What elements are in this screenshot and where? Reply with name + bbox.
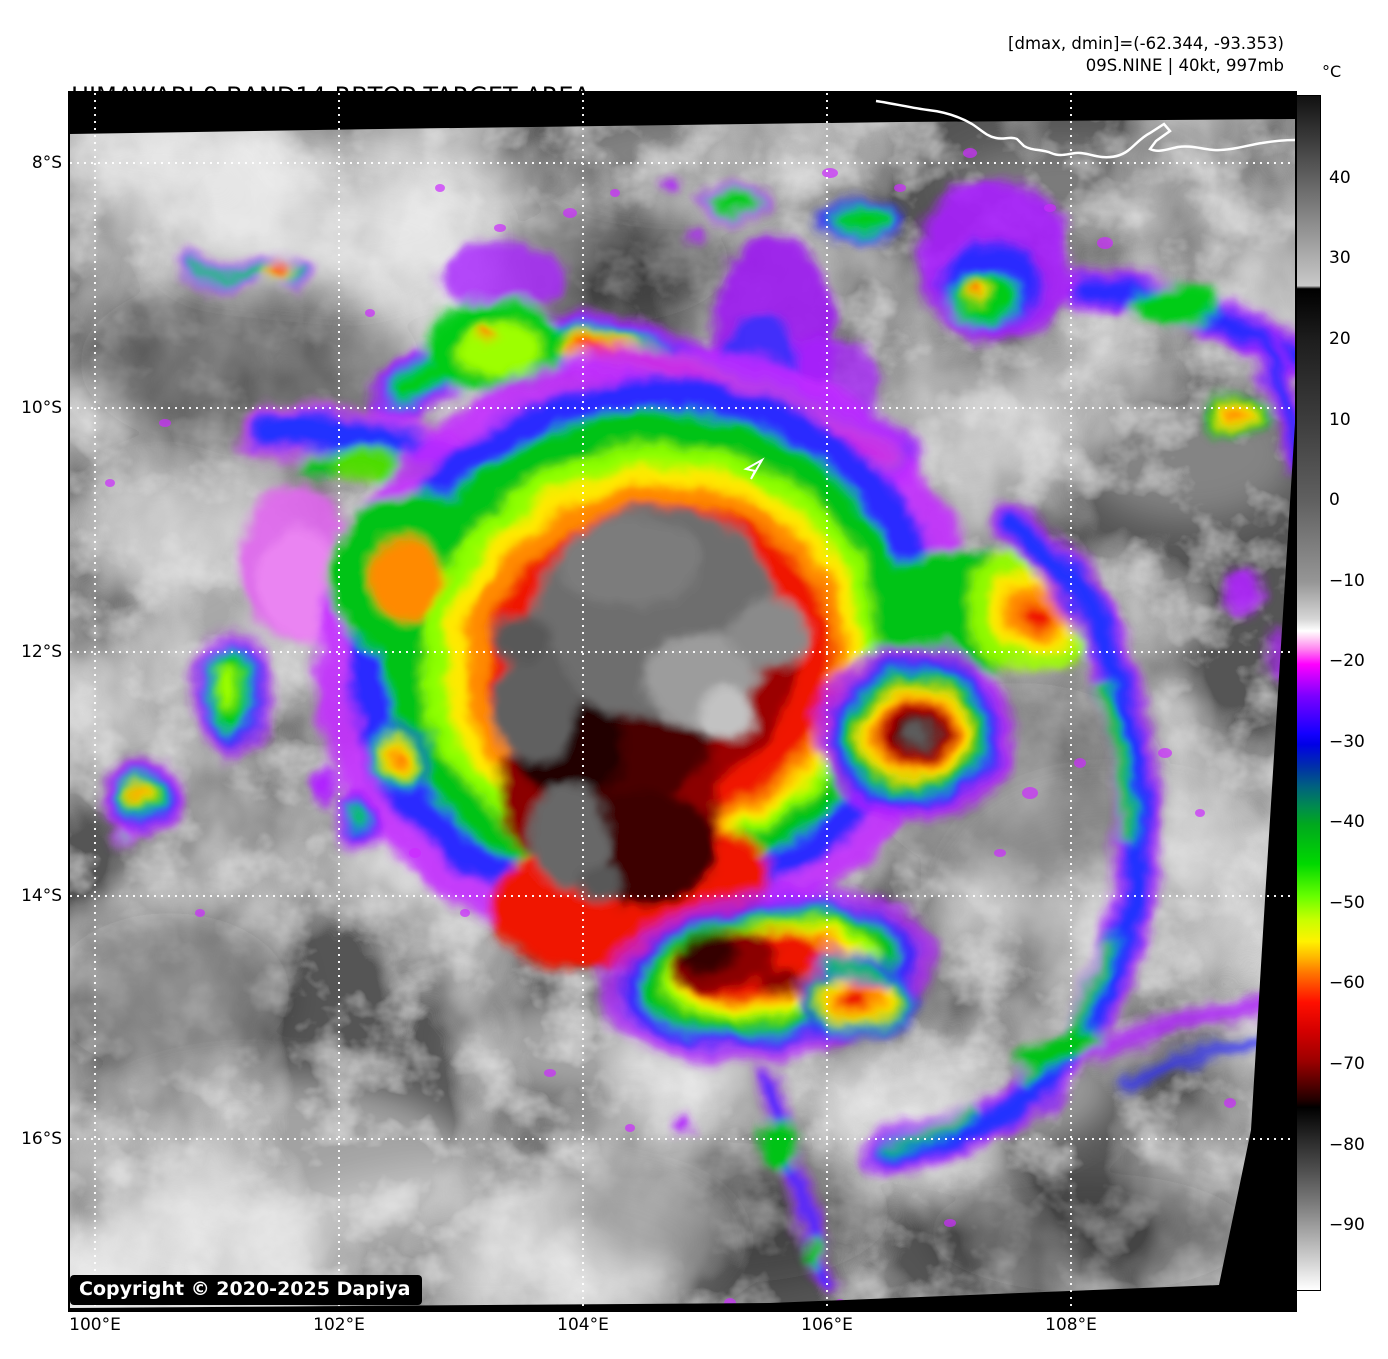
cb-label-12: −80 bbox=[1329, 1135, 1365, 1155]
cb-label-11: −70 bbox=[1329, 1054, 1365, 1074]
lat-label-3: 14°S bbox=[21, 886, 62, 906]
cb-label-9: −50 bbox=[1329, 893, 1365, 913]
lat-label-0: 8°S bbox=[31, 153, 62, 173]
storm-info: 09S.NINE | 40kt, 997mb bbox=[1085, 56, 1284, 75]
cb-label-1: 30 bbox=[1329, 248, 1351, 268]
satellite-image bbox=[70, 93, 1295, 1310]
lon-label-4: 108°E bbox=[1045, 1315, 1097, 1335]
cb-label-6: −20 bbox=[1329, 651, 1365, 671]
cb-label-3: 10 bbox=[1329, 410, 1351, 430]
colorbar bbox=[1296, 95, 1321, 1291]
cold-cloud-enhancement bbox=[99, 179, 1295, 1297]
lon-label-0: 100°E bbox=[69, 1315, 121, 1335]
cb-label-5: −10 bbox=[1329, 571, 1365, 591]
storm-fix-marker bbox=[743, 457, 765, 480]
copyright-badge: Copyright © 2020-2025 Dapiya bbox=[70, 1275, 423, 1305]
lon-label-3: 106°E bbox=[801, 1315, 853, 1335]
dmax-dmin-readout: [dmax, dmin]=(-62.344, -93.353) bbox=[1008, 34, 1284, 53]
header-stats: [dmax, dmin]=(-62.344, -93.353) 09S.NINE… bbox=[1008, 33, 1284, 77]
satellite-map: Copyright © 2020-2025 Dapiya bbox=[68, 91, 1297, 1312]
cb-label-10: −60 bbox=[1329, 973, 1365, 993]
cb-label-13: −90 bbox=[1329, 1215, 1365, 1235]
cb-label-8: −40 bbox=[1329, 812, 1365, 832]
cb-label-2: 20 bbox=[1329, 329, 1351, 349]
lon-label-2: 104°E bbox=[557, 1315, 609, 1335]
lat-label-4: 16°S bbox=[21, 1129, 62, 1149]
lat-label-1: 10°S bbox=[21, 398, 62, 418]
cb-label-7: −30 bbox=[1329, 732, 1365, 752]
lat-label-2: 12°S bbox=[21, 642, 62, 662]
cb-label-4: 0 bbox=[1329, 490, 1340, 510]
lon-label-1: 102°E bbox=[313, 1315, 365, 1335]
no-data-top bbox=[70, 93, 1295, 134]
cb-label-0: 40 bbox=[1329, 168, 1351, 188]
coastline bbox=[875, 99, 1295, 159]
graticule-grid bbox=[70, 93, 1295, 1310]
colorbar-unit-label: °C bbox=[1322, 62, 1342, 81]
